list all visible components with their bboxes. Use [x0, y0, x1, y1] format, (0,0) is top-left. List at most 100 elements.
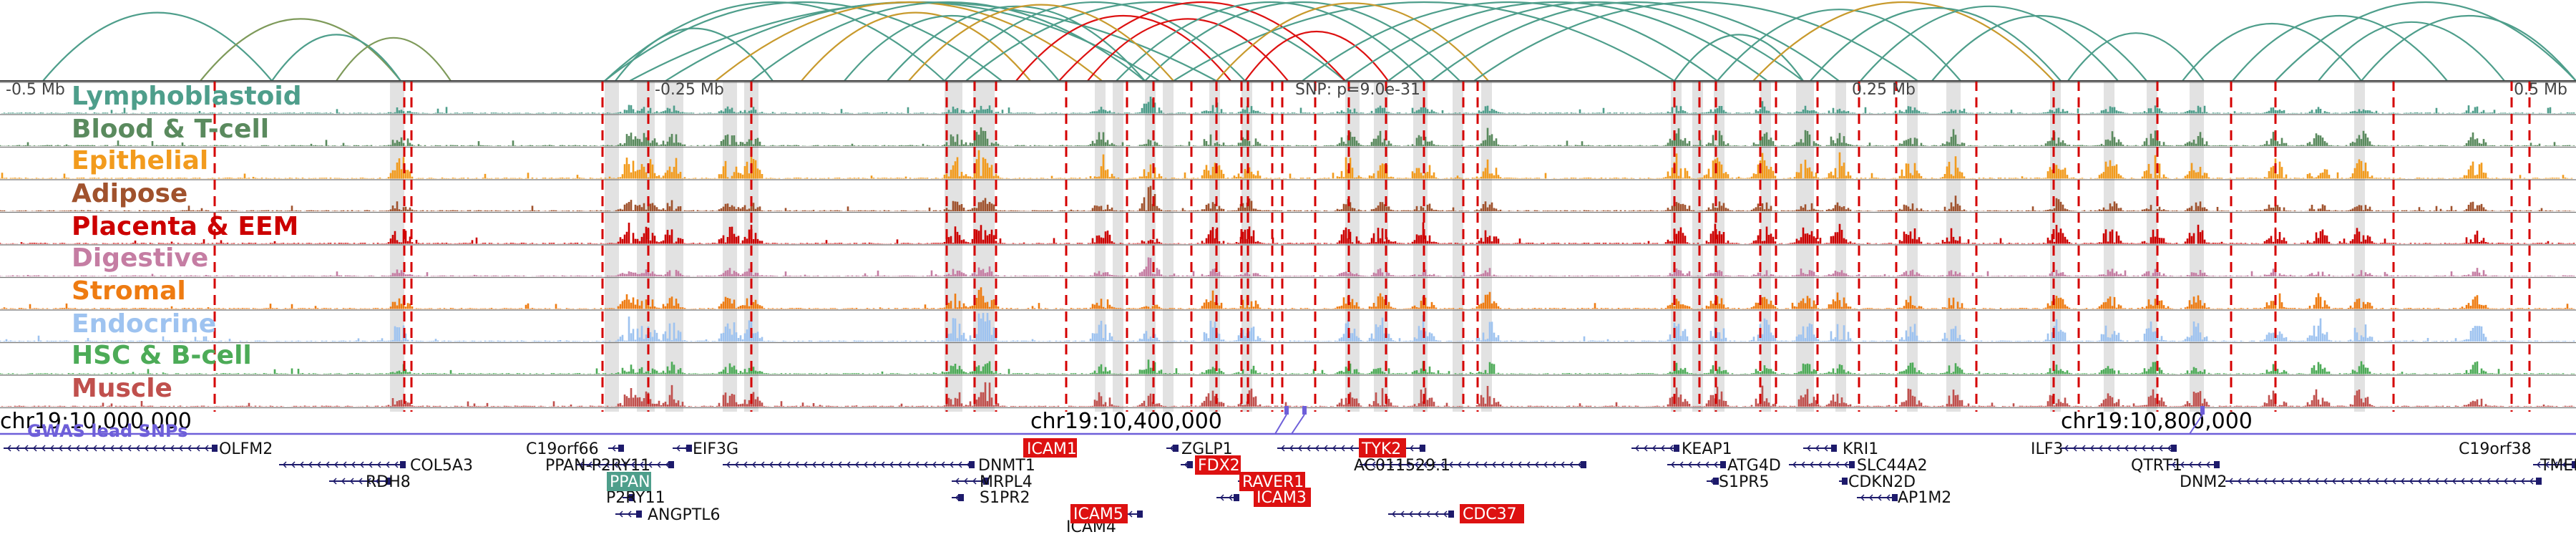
gene-strand-arrow [1400, 511, 1405, 518]
ruler-label-neg-0.25: -0.25 Mb [655, 81, 724, 99]
interaction-arc [2318, 21, 2505, 82]
gene-label-cdc37: CDC37 [1463, 505, 1517, 523]
gene-strand-arrow [2115, 445, 2120, 452]
highlight-band [1835, 81, 1846, 412]
highlight-band [723, 81, 737, 412]
gene-strand-arrow [2443, 478, 2448, 485]
gene-strand-arrow [101, 445, 106, 452]
gene-strand-arrow [75, 445, 80, 452]
gene-strand-arrow [1431, 461, 1436, 468]
gwas-snp-link [2189, 414, 2203, 435]
gene-strand-arrow [2409, 478, 2414, 485]
gene-strand-arrow [2426, 478, 2431, 485]
gene-strand-arrow [359, 461, 364, 468]
gene-strand-arrow [2323, 478, 2328, 485]
gene-strand-arrow [187, 445, 192, 452]
gene-label-icam5: ICAM5 [1073, 505, 1123, 523]
gene-strand-arrow [1491, 461, 1496, 468]
track-label-stromal: Stromal [72, 276, 186, 306]
gene-strand-arrow [170, 445, 175, 452]
highlight-band [1113, 81, 1123, 412]
highlight-band [390, 81, 404, 412]
gene-strand-arrow [820, 461, 825, 468]
gene-strand-arrow [2150, 445, 2155, 452]
gene-label-p2ry11: P2RY11 [606, 489, 665, 507]
gene-strand-arrow [906, 461, 911, 468]
gene-strand-arrow [161, 445, 166, 452]
gene-strand-arrow [2469, 478, 2474, 485]
track-label-blood-t-cell: Blood & T-cell [72, 115, 269, 144]
gene-strand-arrow [2237, 478, 2242, 485]
gene-strand-arrow [1349, 445, 1354, 452]
gene-strand-arrow [2451, 478, 2457, 485]
gene-box-tyk2 [1359, 438, 1406, 458]
highlight-band [2190, 81, 2204, 412]
gene-strand-arrow [579, 461, 584, 468]
interaction-arc [965, 1, 1346, 82]
highlight-band [1413, 81, 1428, 412]
gene-strand-arrow [2197, 461, 2202, 468]
ruler-label-neg-0.5: -0.5 Mb [6, 81, 65, 99]
gene-exon [629, 494, 635, 501]
gene-strand-arrow [332, 478, 337, 485]
gene-exon [1234, 494, 1239, 501]
gene-strand-arrow [596, 461, 601, 468]
highlight-band [1209, 81, 1220, 412]
gene-exon [2572, 461, 2576, 468]
gene-strand-arrow [1434, 511, 1439, 518]
signal-track [0, 359, 2575, 374]
interaction-arc [908, 4, 1174, 82]
gene-strand-arrow [605, 461, 610, 468]
interaction-arc [1015, 15, 1231, 82]
gene-label-cdkn2d: CDKN2D [1848, 473, 1916, 491]
gene-strand-arrow [811, 461, 816, 468]
gene-strand-arrow [2536, 461, 2541, 468]
gene-label-fdx2: FDX2 [1198, 457, 1240, 475]
gene-label-c19orf66: C19orf66 [526, 440, 599, 458]
gene-strand-arrow [204, 445, 209, 452]
coordinate-label-10400000: chr19:10,400,000 [1030, 409, 1222, 434]
interaction-arc [2232, 15, 2448, 82]
gene-strand-arrow [178, 445, 183, 452]
gene-strand-arrow [394, 461, 399, 468]
gene-strand-arrow [2460, 478, 2465, 485]
gene-strand-arrow [316, 461, 321, 468]
gene-exon [1892, 494, 1898, 501]
track-label-digestive: Digestive [72, 243, 208, 273]
gene-strand-arrow [648, 461, 653, 468]
gene-strand-arrow [837, 461, 842, 468]
gene-strand-arrow [627, 511, 632, 518]
gene-strand-arrow [794, 461, 799, 468]
gene-strand-arrow [1508, 461, 1513, 468]
signal-track [0, 382, 2575, 407]
gene-exon [1420, 445, 1425, 452]
gene-label-dnm2: DNM2 [2180, 473, 2227, 491]
gene-strand-arrow [2477, 478, 2482, 485]
gene-strand-arrow [1289, 445, 1294, 452]
gwas-snp-marker [2200, 406, 2205, 415]
gene-strand-arrow [325, 461, 330, 468]
gene-exon [1674, 445, 1679, 452]
gene-strand-arrow [1414, 461, 1419, 468]
gene-strand-arrow [972, 478, 977, 485]
gene-box-ppan [607, 472, 651, 491]
gene-strand-arrow [949, 461, 954, 468]
gene-strand-arrow [1371, 461, 1376, 468]
gene-strand-arrow [630, 461, 635, 468]
gene-strand-arrow [955, 478, 960, 485]
gene-strand-arrow [1340, 445, 1345, 452]
gene-strand-arrow [299, 461, 304, 468]
gene-strand-arrow [1332, 445, 1337, 452]
track-label-muscle: Muscle [72, 374, 172, 403]
gene-strand-arrow [2297, 478, 2302, 485]
gene-strand-arrow [1517, 461, 1522, 468]
gene-labels: OLFM2 COL5A3 RDH8 C19orf66 PPAN-P2RY11 P… [219, 440, 2576, 536]
gene-strand-arrow [1280, 445, 1285, 452]
gene-strand-arrow [1448, 461, 1453, 468]
gene-exon [636, 511, 642, 518]
gene-strand-arrow [2357, 478, 2362, 485]
gene-strand-arrow [675, 445, 680, 452]
gene-strand-arrow [24, 445, 29, 452]
gene-strand-arrow [2288, 478, 2293, 485]
gwas-snp-marker [1284, 406, 1289, 415]
